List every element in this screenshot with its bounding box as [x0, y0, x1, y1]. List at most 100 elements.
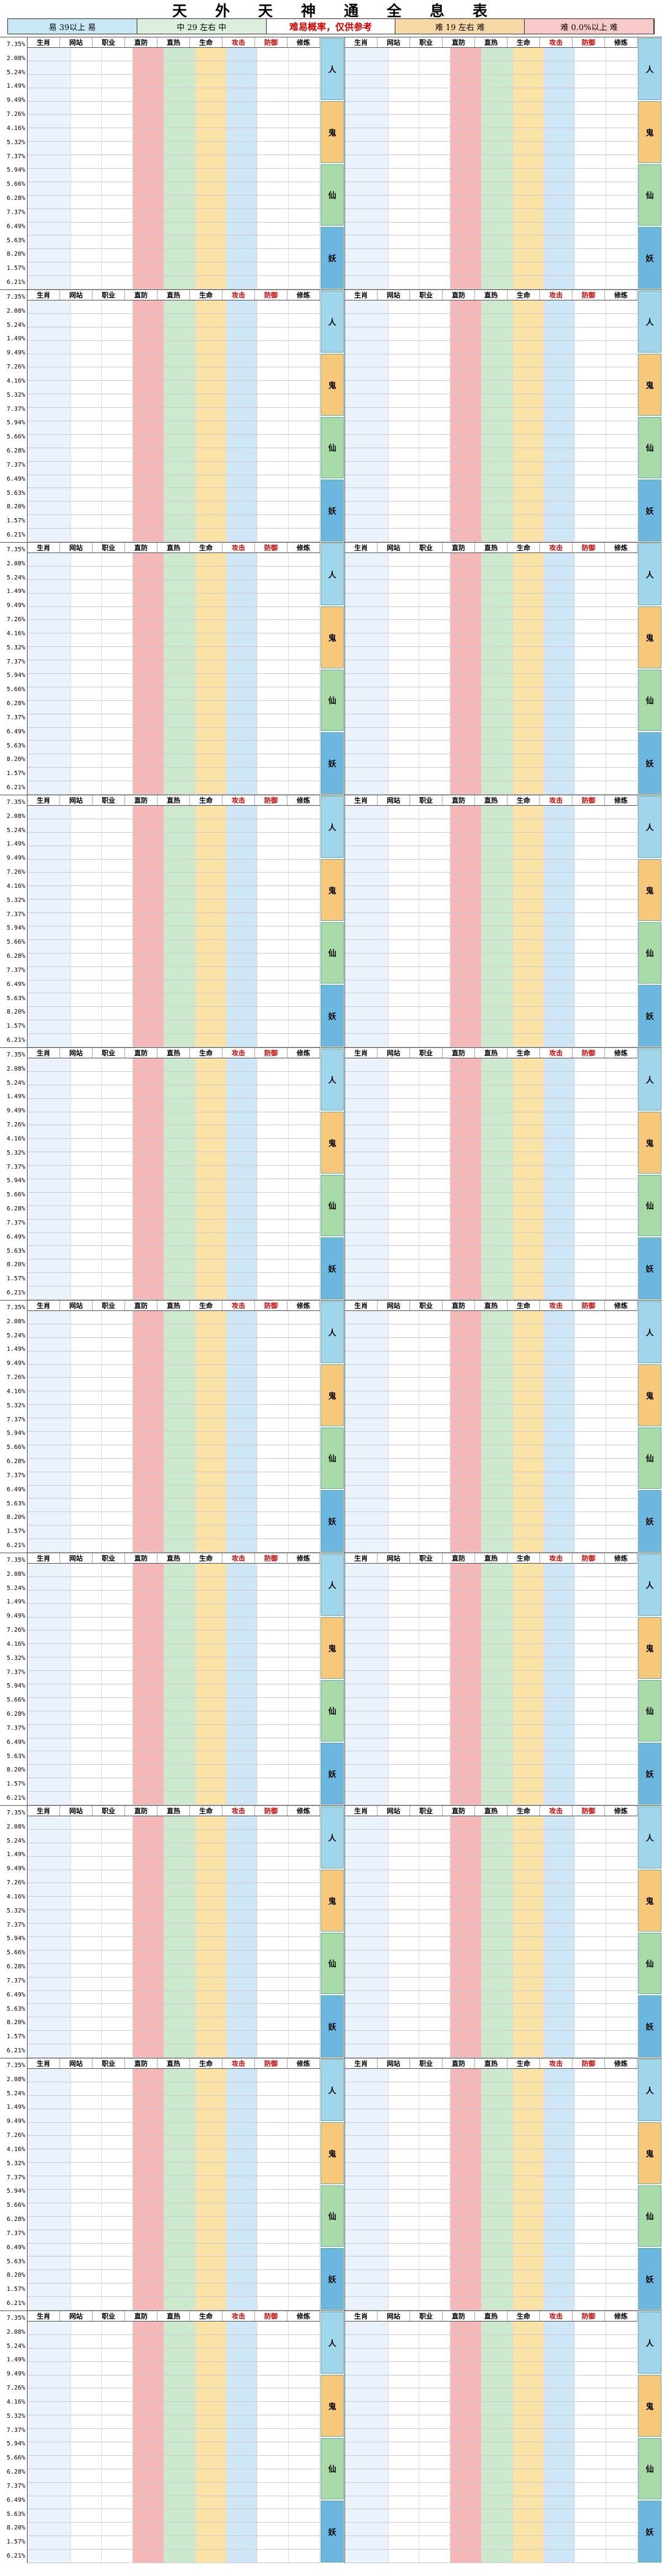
category-badge: 鬼	[321, 101, 344, 163]
category-badge: 仙	[321, 2185, 344, 2247]
table-cell	[512, 1472, 544, 1485]
table-cell	[419, 727, 451, 741]
table-cell	[28, 1166, 71, 1179]
table-cell	[606, 2095, 637, 2109]
table-row	[345, 1590, 637, 1604]
table-cell	[606, 832, 637, 846]
table-cell	[164, 768, 196, 781]
table-cell	[345, 1630, 389, 1644]
table-cell	[451, 2270, 482, 2284]
table-cell	[257, 1351, 289, 1364]
table-cell	[544, 155, 576, 169]
table-cell	[512, 2257, 544, 2270]
table-cell	[164, 2402, 196, 2415]
table-row	[345, 48, 637, 61]
table-cell	[133, 2334, 165, 2348]
table-row	[345, 488, 637, 502]
table-cell	[164, 262, 196, 276]
table-cell	[164, 1485, 196, 1499]
table-cell	[28, 128, 71, 142]
table-cell	[345, 1870, 389, 1883]
table-cell	[575, 88, 607, 101]
table-cell	[102, 1671, 134, 1684]
table-cell	[512, 2429, 544, 2442]
table-cell	[133, 115, 165, 128]
table-cell	[226, 1286, 258, 1300]
table-cell	[606, 128, 637, 142]
table-cell	[257, 2176, 289, 2190]
table-cell	[575, 859, 607, 873]
table-cell	[289, 886, 320, 900]
table-cell	[451, 873, 482, 886]
table-cell	[164, 1152, 196, 1166]
table-row	[28, 1816, 320, 1830]
table-cell	[71, 2284, 102, 2297]
table-cell	[71, 2297, 102, 2310]
table-cell	[419, 235, 451, 249]
table-row	[28, 1910, 320, 1924]
table-cell	[389, 1870, 420, 1883]
table-cell	[257, 128, 289, 142]
table-cell	[544, 367, 576, 381]
table-cell	[345, 781, 389, 795]
table-row	[345, 1829, 637, 1843]
table-cell	[164, 1311, 196, 1324]
table-cell	[482, 1512, 513, 1526]
table-cell	[451, 2203, 482, 2216]
table-cell	[606, 394, 637, 408]
header-cell: 直热	[475, 37, 508, 47]
table-cell	[226, 886, 258, 900]
table-cell	[28, 1711, 71, 1724]
table-cell	[389, 1351, 420, 1364]
table-cell	[133, 1432, 165, 1445]
table-cell	[482, 1711, 513, 1724]
table-cell	[164, 674, 196, 687]
percent-cell: 2.08%	[6, 307, 25, 315]
table-cell	[544, 2297, 576, 2310]
table-cell	[133, 2322, 165, 2334]
table-cell	[575, 741, 607, 754]
table-cell	[512, 1458, 544, 1472]
percent-cell: 4.16%	[6, 1388, 25, 1395]
table-cell	[345, 529, 389, 542]
table-cell	[606, 1684, 637, 1697]
table-cell	[482, 633, 513, 647]
table-row	[345, 900, 637, 914]
percent-cell: 5.32%	[6, 2412, 25, 2420]
table-cell	[226, 1816, 258, 1829]
table-cell	[133, 394, 165, 408]
table-cell	[226, 832, 258, 846]
table-cell	[257, 2257, 289, 2270]
table-cell	[102, 1085, 134, 1098]
table-cell	[289, 2069, 320, 2082]
table-cell	[575, 1458, 607, 1472]
table-cell	[257, 367, 289, 381]
table-cell	[102, 235, 134, 249]
table-cell	[28, 142, 71, 155]
table-cell	[606, 1843, 637, 1856]
table-cell	[512, 1765, 544, 1778]
table-cell	[345, 2442, 389, 2455]
table-cell	[389, 1472, 420, 1485]
table-cell	[71, 1485, 102, 1499]
table-cell	[575, 276, 607, 289]
table-row	[345, 1219, 637, 1233]
table-cell	[28, 1324, 71, 1337]
table-cell	[482, 1897, 513, 1910]
table-cell	[482, 781, 513, 795]
table-cell	[575, 2176, 607, 2190]
table-cell	[482, 832, 513, 846]
table-cell	[164, 1139, 196, 1152]
table-cell	[28, 1603, 71, 1617]
category-column: 人鬼仙妖	[637, 2058, 662, 2310]
table-cell	[575, 993, 607, 1007]
percent-cell: 8.20%	[6, 1514, 25, 1521]
table-cell	[289, 674, 320, 687]
table-cell	[419, 1058, 451, 1071]
table-cell	[195, 2348, 227, 2361]
table-cell	[606, 1977, 637, 1990]
table-cell	[164, 2297, 196, 2310]
table-cell	[389, 2109, 420, 2122]
table-cell	[512, 700, 544, 714]
percent-cell: 1.57%	[6, 1528, 25, 1535]
